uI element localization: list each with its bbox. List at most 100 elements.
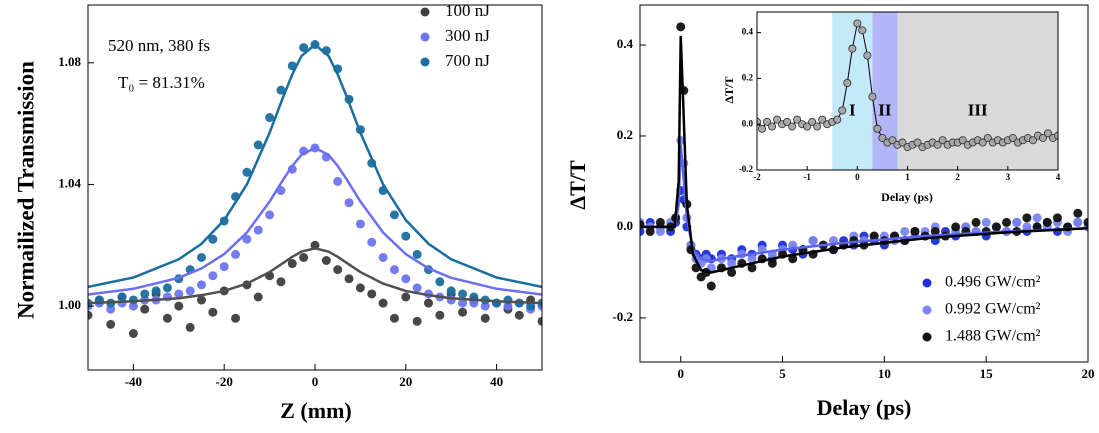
data-point [140,289,150,299]
data-point [1002,217,1012,227]
data-point [162,313,172,323]
data-point [645,226,655,236]
data-point [276,85,286,95]
panel: -40 -20 0 20 40 1.00 1.04 1.08 Z (mm) Normailized… [13,1,543,423]
x-tick-label: -40 [125,374,142,389]
legend-marker [420,32,430,42]
data-point [253,140,263,150]
data-point [88,310,93,320]
x-tick-label: 2 [955,172,960,182]
plot-content [757,12,1058,170]
data-point [1022,213,1032,223]
data-point [389,313,399,323]
data-point [401,292,411,302]
data-point [793,115,802,124]
data-point [185,286,195,296]
x-axis-label: Delay (ps) [881,190,933,204]
data-point [197,252,206,262]
data-point [767,258,777,268]
y-tick-label: 0.2 [742,72,754,82]
data-point [253,292,263,302]
legend-label: 1.488 GW/cm² [945,328,1041,345]
y-tick-label: 1.08 [58,54,81,69]
data-point [355,283,365,293]
region-label: I [849,100,856,119]
data-point [140,304,150,314]
data-point [951,222,961,232]
data-point [197,280,206,290]
data-point [910,226,920,236]
plot-frame [756,11,1059,171]
data-point [888,136,897,145]
data-point [162,283,172,293]
data-point [1042,217,1052,227]
data-point [833,115,842,124]
fit-line [88,42,542,289]
legend-marker [420,57,430,67]
data-point [333,265,343,275]
data-point [287,259,297,269]
data-point [174,301,184,311]
legend-marker [922,278,932,288]
data-point [873,124,882,133]
data-point [848,44,857,53]
data-point [1052,213,1062,223]
data-point [727,258,737,268]
data-point [378,298,388,308]
data-point [900,226,910,236]
x-axis-label: Delay (ps) [817,395,912,420]
data-point [480,313,490,323]
data-point [458,307,468,317]
x-axis-label: Z (mm) [280,398,351,423]
x-tick-label: 0 [312,374,319,389]
data-point [676,22,686,32]
data-point [208,307,218,317]
data-point [458,289,468,299]
data-point [640,226,645,236]
data-point [768,122,777,131]
data-point [197,295,206,305]
data-point [1043,129,1052,138]
legend-marker [922,305,932,315]
legend-marker [420,7,430,17]
data-point [412,249,422,259]
legend-label: 100 nJ [445,1,490,20]
data-point [208,234,218,244]
data-point [808,117,817,126]
data-point [117,292,127,302]
y-tick-label: 1.04 [58,175,81,190]
data-point [747,263,757,273]
data-point [868,92,877,101]
plot-frame [87,4,543,371]
data-point [253,225,263,235]
region-label: II [878,100,892,119]
y-tick-label: 0.4 [617,36,634,51]
data-point [1083,217,1088,227]
data-point [412,283,422,293]
data-point [1008,133,1017,142]
data-point [706,281,716,291]
y-tick-label: 0.4 [742,27,754,37]
annotation: 520 nm, 380 fs [108,36,210,55]
data-point [344,274,354,284]
x-tick-label: 1 [905,172,910,182]
plot-content [88,40,542,338]
x-tick-label: -2 [753,172,761,182]
data-point [930,226,940,236]
y-tick-label: 0.0 [742,118,754,128]
data-point [1022,222,1032,232]
data-point [958,136,967,145]
data-point [758,124,767,133]
y-tick-label: -0.2 [739,164,754,174]
data-point [913,138,922,147]
data-point [981,217,991,227]
data-point [231,249,241,259]
data-point [344,198,354,208]
data-point [389,210,399,220]
y-tick-label: 1.00 [58,297,81,312]
data-point [788,122,797,131]
data-point [537,316,542,326]
data-point [843,78,852,87]
